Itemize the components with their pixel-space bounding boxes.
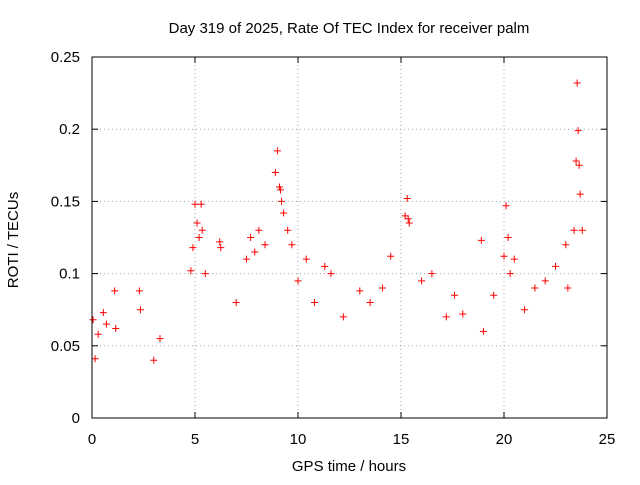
data-point <box>275 183 283 191</box>
data-point <box>401 212 409 220</box>
data-point <box>273 147 281 155</box>
data-point <box>278 197 286 205</box>
x-tick-label: 0 <box>88 431 96 448</box>
data-point <box>187 267 195 275</box>
data-point <box>490 291 498 299</box>
data-point <box>150 356 158 364</box>
data-point <box>573 79 581 87</box>
data-point <box>404 215 412 223</box>
data-point <box>562 241 570 249</box>
data-point <box>197 200 205 208</box>
x-tick-label: 5 <box>191 431 199 448</box>
data-point <box>506 270 514 278</box>
data-point <box>339 313 347 321</box>
plot-frame <box>91 56 608 419</box>
data-point <box>191 200 199 208</box>
data-point <box>510 255 518 263</box>
data-point <box>459 310 467 318</box>
data-point <box>366 298 374 306</box>
x-axis-label: GPS time / hours <box>292 458 406 475</box>
data-point <box>198 226 206 234</box>
axis-ticks <box>91 56 608 419</box>
data-point <box>451 291 459 299</box>
data-point <box>502 202 510 210</box>
data-point <box>102 320 110 328</box>
data-point <box>94 330 102 338</box>
data-point <box>135 287 143 295</box>
data-point <box>189 244 197 252</box>
data-point <box>418 277 426 285</box>
data-point <box>564 284 572 292</box>
data-point <box>112 324 120 332</box>
data-point <box>232 298 240 306</box>
data-point <box>284 226 292 234</box>
y-tick-label: 0.1 <box>59 266 80 283</box>
y-tick-label: 0.15 <box>51 193 80 210</box>
y-tick-label: 0 <box>72 410 80 427</box>
x-tick-label: 15 <box>393 431 410 448</box>
x-tick-label: 20 <box>496 431 513 448</box>
y-axis-label: ROTI / TECUs <box>5 192 22 288</box>
data-points <box>89 79 586 364</box>
data-point <box>570 226 578 234</box>
x-tick-label: 10 <box>290 431 307 448</box>
data-point <box>504 234 512 241</box>
data-point <box>243 255 250 263</box>
data-point <box>294 277 302 285</box>
data-point <box>327 270 335 278</box>
data-point <box>531 284 539 292</box>
data-point <box>574 127 582 135</box>
data-point <box>387 252 395 260</box>
data-point <box>193 219 201 227</box>
data-point <box>442 313 450 321</box>
data-point <box>310 298 318 306</box>
data-point <box>378 284 386 292</box>
grid-lines <box>92 57 607 418</box>
data-point <box>255 226 263 234</box>
data-point <box>156 335 164 343</box>
data-point <box>356 287 364 295</box>
data-point <box>302 255 310 263</box>
data-point <box>136 306 144 314</box>
data-point <box>271 169 279 177</box>
data-point <box>99 309 107 317</box>
data-point <box>321 262 329 270</box>
data-point <box>578 226 586 234</box>
data-point <box>89 316 97 324</box>
data-point <box>500 252 508 260</box>
data-point <box>479 327 487 335</box>
data-point <box>403 195 411 203</box>
x-tick-label: 25 <box>599 431 616 448</box>
chart-title: Day 319 of 2025, Rate Of TEC Index for r… <box>169 20 530 37</box>
data-point <box>572 157 580 165</box>
data-point <box>201 270 209 278</box>
data-point <box>576 190 584 198</box>
data-point <box>477 236 485 244</box>
data-point <box>552 262 559 270</box>
data-point <box>541 277 549 285</box>
data-point <box>575 161 583 169</box>
data-point <box>247 234 255 241</box>
data-point <box>428 270 436 278</box>
y-tick-label: 0.25 <box>51 49 80 66</box>
y-tick-label: 0.2 <box>59 121 80 138</box>
data-point <box>288 241 296 249</box>
data-point <box>521 306 529 314</box>
data-point <box>261 241 269 249</box>
y-tick-labels: 0 0.05 0.1 0.15 0.2 0.25 <box>51 49 80 427</box>
data-point <box>405 219 413 227</box>
data-point <box>91 355 99 363</box>
data-point <box>251 248 259 256</box>
data-point <box>276 186 284 194</box>
data-point <box>111 287 119 295</box>
data-point <box>217 244 225 252</box>
data-point <box>280 209 288 217</box>
data-point <box>216 238 224 246</box>
x-tick-labels: 0 5 10 15 20 25 <box>88 431 616 448</box>
data-point <box>195 234 203 241</box>
y-tick-label: 0.05 <box>51 338 80 355</box>
